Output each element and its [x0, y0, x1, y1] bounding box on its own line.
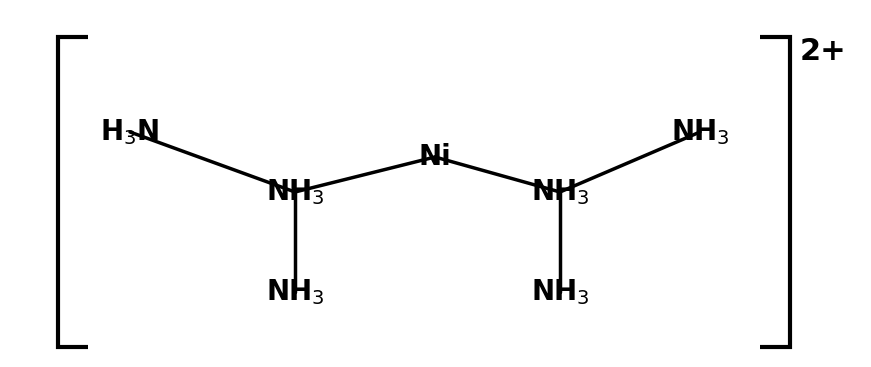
Text: 2+: 2+ [800, 37, 847, 66]
Text: NH$_3$: NH$_3$ [671, 117, 729, 147]
Text: Ni: Ni [419, 143, 451, 171]
Text: NH$_3$: NH$_3$ [530, 277, 590, 307]
Text: NH$_3$: NH$_3$ [266, 277, 324, 307]
Text: NH$_3$: NH$_3$ [266, 177, 324, 207]
Text: NH$_3$: NH$_3$ [530, 177, 590, 207]
Text: H$_3$N: H$_3$N [100, 117, 159, 147]
